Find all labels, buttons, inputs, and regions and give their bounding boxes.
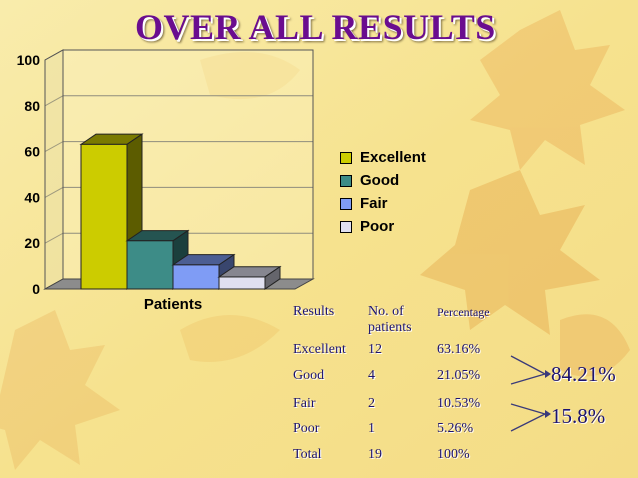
cell-count: 1	[368, 421, 375, 436]
chart-bars	[79, 133, 282, 290]
cell-count: 4	[368, 368, 375, 383]
legend-swatch-good	[340, 174, 352, 187]
legend-item: Excellent	[340, 146, 426, 169]
cell-percentage: 5.26%	[437, 421, 474, 436]
bar-front-face	[172, 264, 220, 290]
y-tick-label: 20	[24, 235, 40, 251]
legend-label: Good	[360, 172, 400, 189]
summary-other-outcome: 15.8%	[551, 404, 606, 428]
cell-count: 2	[368, 396, 375, 411]
y-tick-label: 40	[24, 189, 40, 205]
chart-legend: Excellent Good Fair Poor	[340, 146, 426, 238]
bar-front-face	[126, 240, 174, 290]
cell-result: Total	[293, 447, 322, 462]
cell-percentage: 10.53%	[437, 396, 481, 411]
cell-count: 12	[368, 342, 382, 357]
slide-title: OVER ALL RESULTS	[135, 7, 496, 47]
legend-item: Good	[340, 169, 426, 192]
legend-item: Fair	[340, 192, 426, 215]
y-axis-ticks: 0 20 40 60 80 100	[17, 52, 46, 297]
x-category-label: Patients	[144, 296, 202, 313]
legend-label: Fair	[360, 195, 388, 212]
legend-swatch-poor	[340, 220, 352, 233]
cell-percentage: 21.05%	[437, 368, 481, 383]
legend-label: Excellent	[360, 149, 426, 166]
cell-count: 19	[368, 447, 382, 462]
y-tick-label: 0	[32, 281, 40, 297]
cell-result: Good	[293, 368, 325, 383]
cell-result: Poor	[293, 421, 320, 436]
y-tick-label: 100	[17, 52, 41, 68]
cell-percentage: 63.16%	[437, 342, 481, 357]
legend-label: Poor	[360, 218, 395, 235]
cell-result: Fair	[293, 396, 316, 411]
cell-percentage: 100%	[437, 447, 470, 462]
legend-item: Poor	[340, 215, 426, 238]
y-tick-label: 80	[24, 98, 40, 114]
header-percentage: Percentage	[437, 305, 490, 319]
header-no-of-patients: No. of patients	[368, 304, 412, 335]
legend-swatch-fair	[340, 197, 352, 210]
header-results: Results	[293, 304, 335, 319]
cell-result: Excellent	[293, 342, 346, 357]
bar-front-face	[80, 143, 128, 290]
bar-excellent	[79, 133, 144, 290]
bar-front-face	[218, 276, 266, 290]
legend-swatch-excellent	[340, 151, 352, 164]
summary-good-outcome: 84.21%	[551, 362, 616, 386]
x-axis-labels: Patients	[144, 296, 202, 313]
bar-poor	[217, 265, 282, 290]
y-tick-label: 60	[24, 144, 40, 160]
